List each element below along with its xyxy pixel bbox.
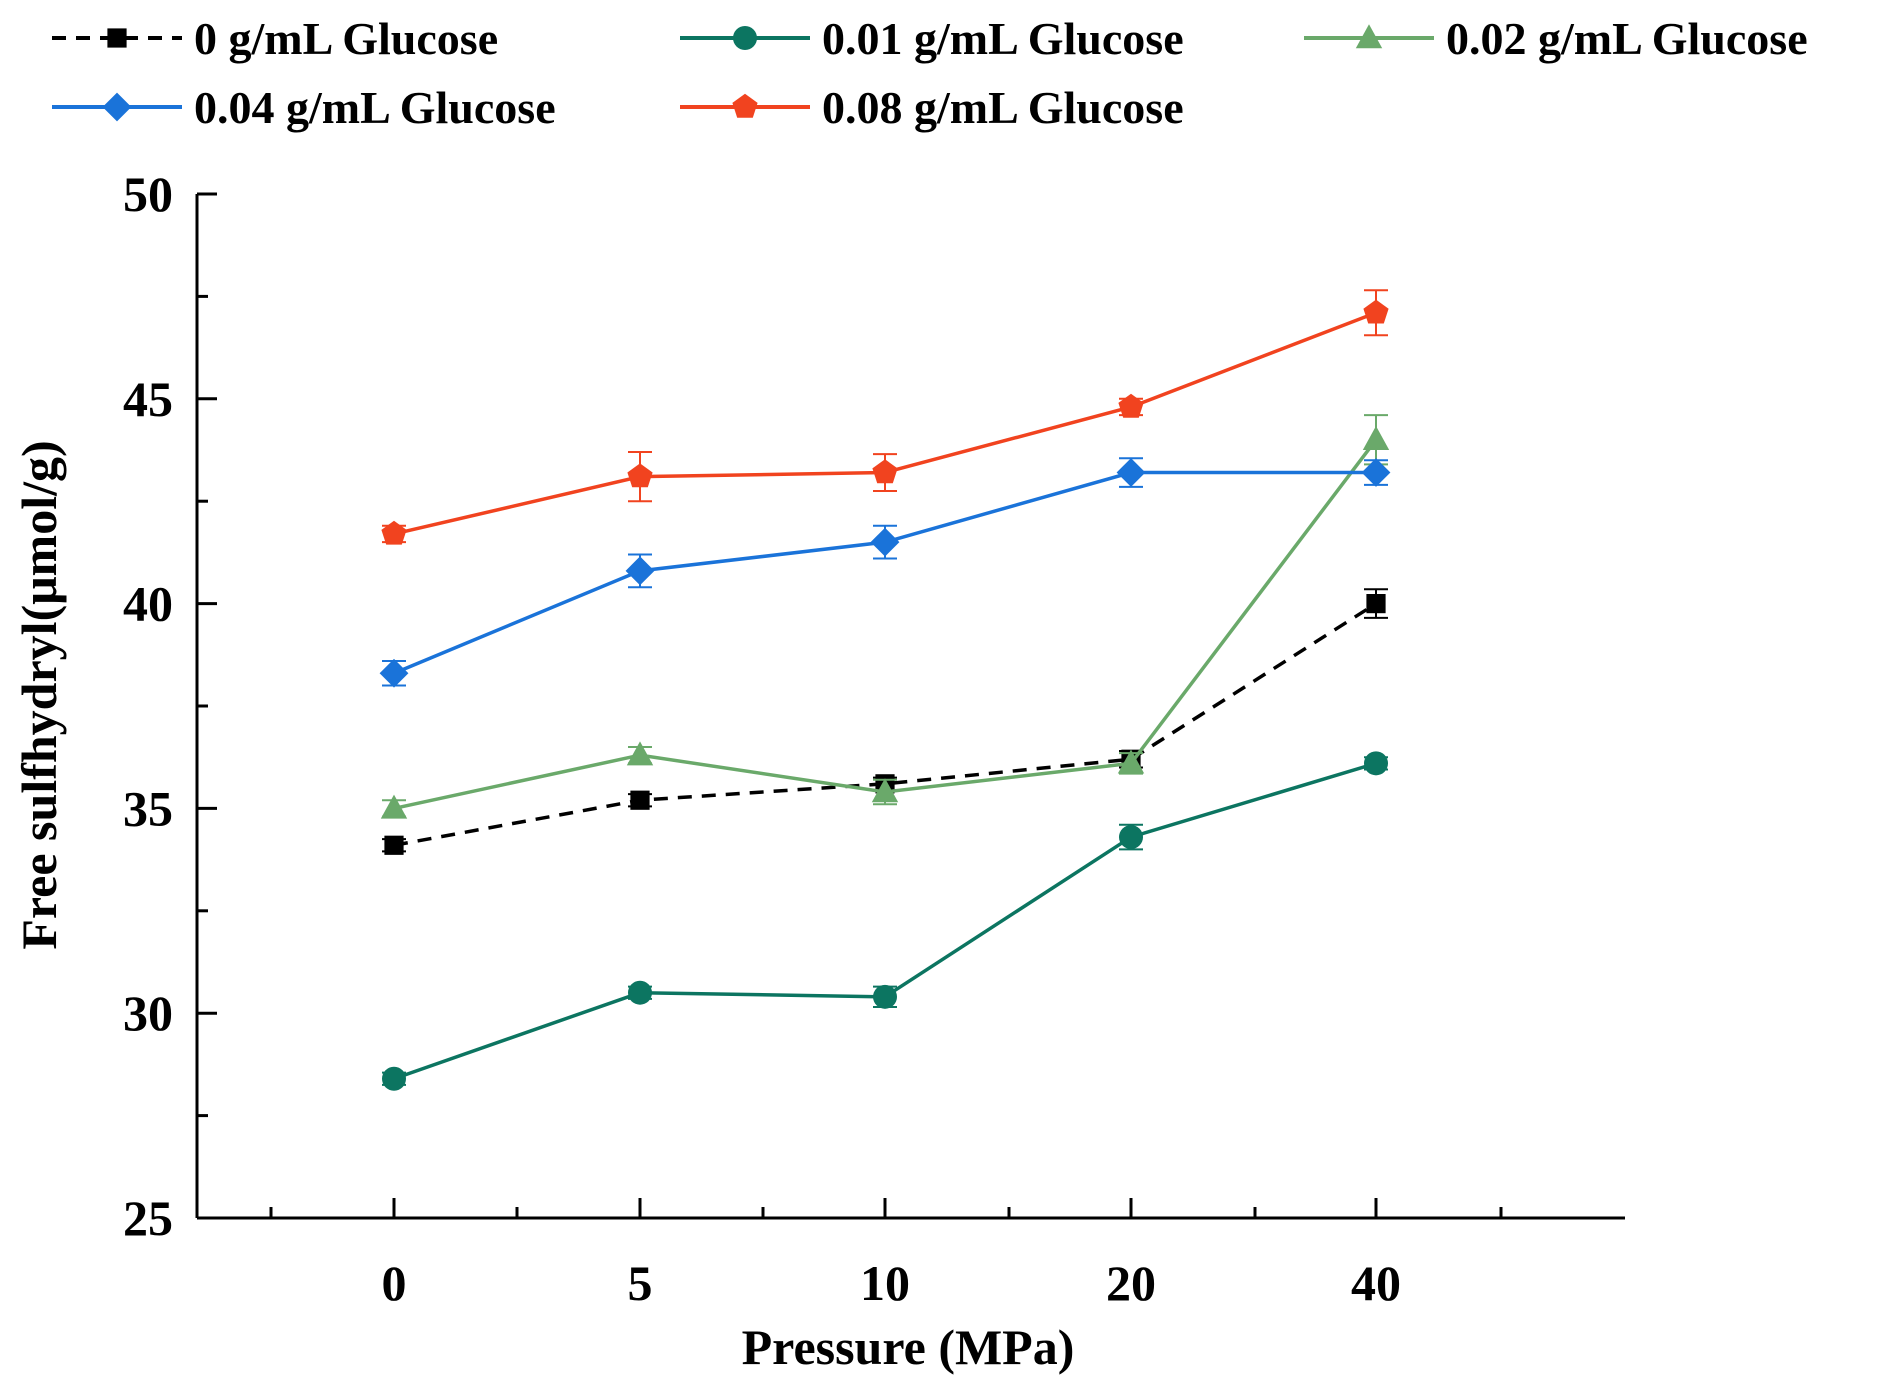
y-tick-label: 50 — [123, 166, 173, 222]
legend-item: 0.01 g/mL Glucose — [680, 13, 1184, 64]
legend-item: 0.02 g/mL Glucose — [1304, 13, 1808, 64]
y-tick-label: 45 — [123, 371, 173, 427]
marker — [384, 835, 404, 855]
legend-item: 0.04 g/mL Glucose — [52, 82, 556, 133]
marker — [380, 794, 408, 819]
series-0 — [382, 588, 1388, 855]
series-layer — [379, 289, 1391, 1091]
series-3 — [379, 457, 1391, 688]
x-tick-label: 20 — [1106, 1255, 1156, 1311]
marker — [627, 463, 653, 488]
y-tick-label: 25 — [123, 1190, 173, 1246]
marker — [382, 1066, 406, 1091]
marker — [102, 92, 132, 122]
marker — [625, 556, 655, 586]
series-1 — [382, 751, 1388, 1091]
marker — [1364, 751, 1388, 776]
marker — [381, 520, 407, 545]
x-tick-label: 40 — [1351, 1255, 1401, 1311]
marker — [630, 790, 650, 810]
marker — [1118, 393, 1144, 418]
legend-label: 0.08 g/mL Glucose — [822, 82, 1184, 133]
marker — [628, 980, 652, 1005]
marker — [733, 26, 757, 50]
legend-label: 0.02 g/mL Glucose — [1446, 13, 1808, 64]
marker — [870, 527, 900, 557]
y-tick-label: 30 — [123, 985, 173, 1041]
series-line — [393, 470, 1376, 675]
x-tick-label: 10 — [860, 1255, 910, 1311]
legend-label: 0.04 g/mL Glucose — [194, 82, 556, 133]
marker — [1366, 594, 1386, 614]
marker — [379, 658, 409, 688]
marker — [872, 459, 898, 484]
marker — [626, 741, 654, 766]
x-tick-label: 5 — [628, 1255, 653, 1311]
series-line — [393, 761, 1377, 1081]
axes: 25 30 35 40 45 50 0 5 10 20 40 — [123, 166, 1625, 1311]
series-2 — [380, 414, 1390, 819]
series-line — [393, 438, 1378, 811]
marker — [1362, 425, 1390, 450]
marker — [1361, 458, 1391, 487]
x-axis-title: Pressure (MPa) — [742, 1319, 1075, 1375]
series-4 — [381, 289, 1389, 545]
y-axis-title: Free sulfhydryl(μmol/g) — [11, 440, 67, 949]
legend-label: 0.01 g/mL Glucose — [822, 13, 1184, 64]
marker — [1355, 24, 1383, 49]
series-line — [393, 311, 1377, 536]
x-tick-label: 0 — [382, 1255, 407, 1311]
legend-item: 0.08 g/mL Glucose — [680, 82, 1184, 133]
marker — [1363, 299, 1389, 324]
legend-label: 0 g/mL Glucose — [194, 13, 498, 64]
marker — [1116, 458, 1146, 487]
legend-item: 0 g/mL Glucose — [52, 13, 498, 64]
y-tick-label: 40 — [123, 576, 173, 632]
legend: 0 g/mL Glucose 0.01 g/mL Glucose 0.02 g/mL… — [52, 13, 1808, 133]
marker — [871, 778, 899, 803]
marker — [1117, 749, 1145, 774]
marker — [873, 984, 897, 1009]
marker — [1119, 825, 1143, 850]
marker — [732, 93, 758, 118]
y-tick-label: 35 — [123, 780, 173, 836]
marker — [107, 28, 127, 48]
